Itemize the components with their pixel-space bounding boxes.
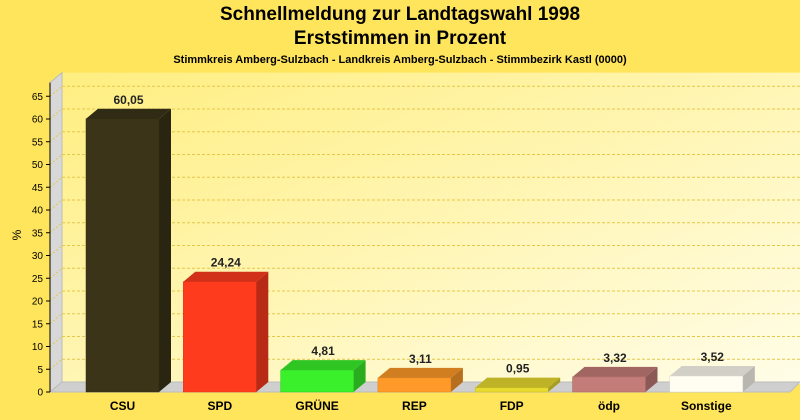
gridline-side [49,290,63,302]
bar-front [572,376,646,393]
bar-front [280,369,354,393]
y-tick-label: 40 [32,206,44,217]
chart-title-line2: Erststimmen in Prozent [293,28,507,49]
gridline-side [49,108,63,120]
bar-top [377,367,463,378]
value-label: 4,81 [311,344,335,358]
y-tick-label: 35 [32,228,44,239]
bar-top [86,108,171,119]
gridline-side [49,222,63,234]
y-tick-label: 50 [32,160,44,171]
bar-front [377,377,452,393]
y-tick-label: 20 [32,297,44,308]
chart-subtitle: Stimmkreis Amberg-Sulzbach - Landkreis A… [173,54,627,66]
value-label: 3,52 [701,350,725,364]
chart-title-line1: Schnellmeldung zur Landtagswahl 1998 [219,4,581,25]
bar-front [85,118,160,393]
left-wall [49,71,63,394]
category-label: SPD [207,399,232,413]
y-tick-label: 5 [37,365,43,376]
bar-top [183,271,269,282]
bar-top [280,360,366,371]
bar-side [159,108,171,393]
bar-CSU: 60,05 [85,93,171,393]
y-tick-label: 60 [32,115,44,126]
bar-top [669,365,755,376]
plot-area [62,72,800,384]
bar-SPD: 24,24 [183,256,269,393]
category-label: ödp [598,399,620,413]
gridline-side [49,154,63,165]
bar-FDP: 0,95 [474,362,561,393]
gridline-side [49,358,63,370]
gridline-side [49,313,63,325]
y-tick-label: 55 [32,137,44,148]
bar-side [645,366,658,392]
value-label: 24,24 [211,256,241,270]
category-label: REP [402,399,427,413]
bar-top [572,366,658,377]
bar-side [353,360,366,392]
y-tick-label: 0 [37,388,43,399]
y-tick-label: 30 [32,251,44,262]
y-axis-label: % [10,229,24,240]
value-label: 0,95 [506,362,530,376]
bar-REP: 3,11 [377,352,463,393]
gridline-side [49,245,63,256]
value-label: 3,11 [409,352,432,366]
bar-top [475,377,561,388]
bar-front [183,281,257,393]
bar-GRUENE: 4,81 [280,344,366,393]
y-tick-label: 65 [32,92,44,103]
y-tick-label: 45 [32,183,44,194]
y-tick-label: 25 [32,274,44,285]
category-label: GRÜNE [295,398,338,413]
category-label: CSU [110,399,135,413]
y-tick-label: 15 [32,319,44,330]
gridline-side [49,336,63,347]
bar-side [742,365,755,392]
bar-side [548,377,561,392]
category-label: FDP [500,399,524,413]
bar-front [474,387,549,393]
y-tick-label: 10 [32,342,44,353]
value-label: 3,32 [603,351,627,365]
value-label: 60,05 [113,93,143,107]
bar-side [450,367,463,392]
gridline-side [49,85,63,97]
gridline-side [49,131,63,143]
category-label: Sonstige [681,399,732,413]
gridline-side [49,176,63,188]
bar-Sonstige: 3,52 [669,350,755,393]
gridline-side [49,199,63,211]
bar-front [669,375,744,393]
gridline-side [49,267,63,279]
bar-side [256,271,269,392]
bar-oedp: 3,32 [572,351,658,393]
